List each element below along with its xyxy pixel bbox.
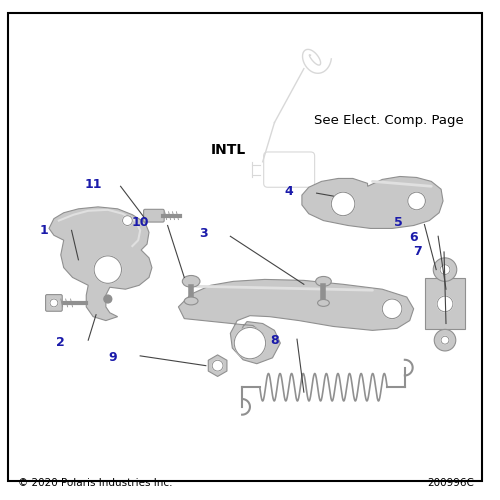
FancyBboxPatch shape — [426, 278, 465, 330]
Ellipse shape — [184, 297, 198, 305]
Text: 9: 9 — [108, 352, 117, 364]
Polygon shape — [49, 207, 152, 320]
Polygon shape — [302, 176, 443, 229]
Circle shape — [50, 299, 58, 307]
Text: 8: 8 — [270, 334, 279, 346]
Circle shape — [212, 360, 223, 371]
Circle shape — [94, 256, 122, 283]
Circle shape — [332, 192, 355, 216]
Circle shape — [122, 216, 132, 226]
Text: 200996C: 200996C — [428, 478, 474, 488]
Circle shape — [382, 299, 402, 318]
Text: See Elect. Comp. Page: See Elect. Comp. Page — [314, 114, 464, 127]
Text: INTL: INTL — [210, 143, 246, 157]
Circle shape — [408, 192, 426, 210]
Ellipse shape — [318, 300, 330, 306]
Circle shape — [440, 264, 450, 274]
Polygon shape — [178, 280, 414, 363]
Circle shape — [234, 328, 266, 359]
Circle shape — [433, 258, 457, 281]
Ellipse shape — [182, 276, 200, 287]
Circle shape — [434, 330, 456, 351]
Ellipse shape — [316, 276, 332, 286]
Circle shape — [441, 336, 449, 344]
Circle shape — [104, 295, 112, 303]
Text: © 2020 Polaris Industries Inc.: © 2020 Polaris Industries Inc. — [18, 478, 172, 488]
Text: 11: 11 — [84, 178, 102, 191]
Text: 1: 1 — [40, 224, 48, 237]
Text: 7: 7 — [413, 246, 422, 258]
Circle shape — [437, 296, 453, 312]
FancyBboxPatch shape — [46, 294, 62, 312]
Text: 4: 4 — [285, 184, 294, 198]
Text: 10: 10 — [132, 216, 149, 229]
Text: 3: 3 — [200, 227, 208, 240]
Text: 6: 6 — [410, 231, 418, 244]
Text: 5: 5 — [394, 216, 402, 229]
Text: 2: 2 — [56, 336, 65, 348]
FancyBboxPatch shape — [144, 210, 164, 222]
